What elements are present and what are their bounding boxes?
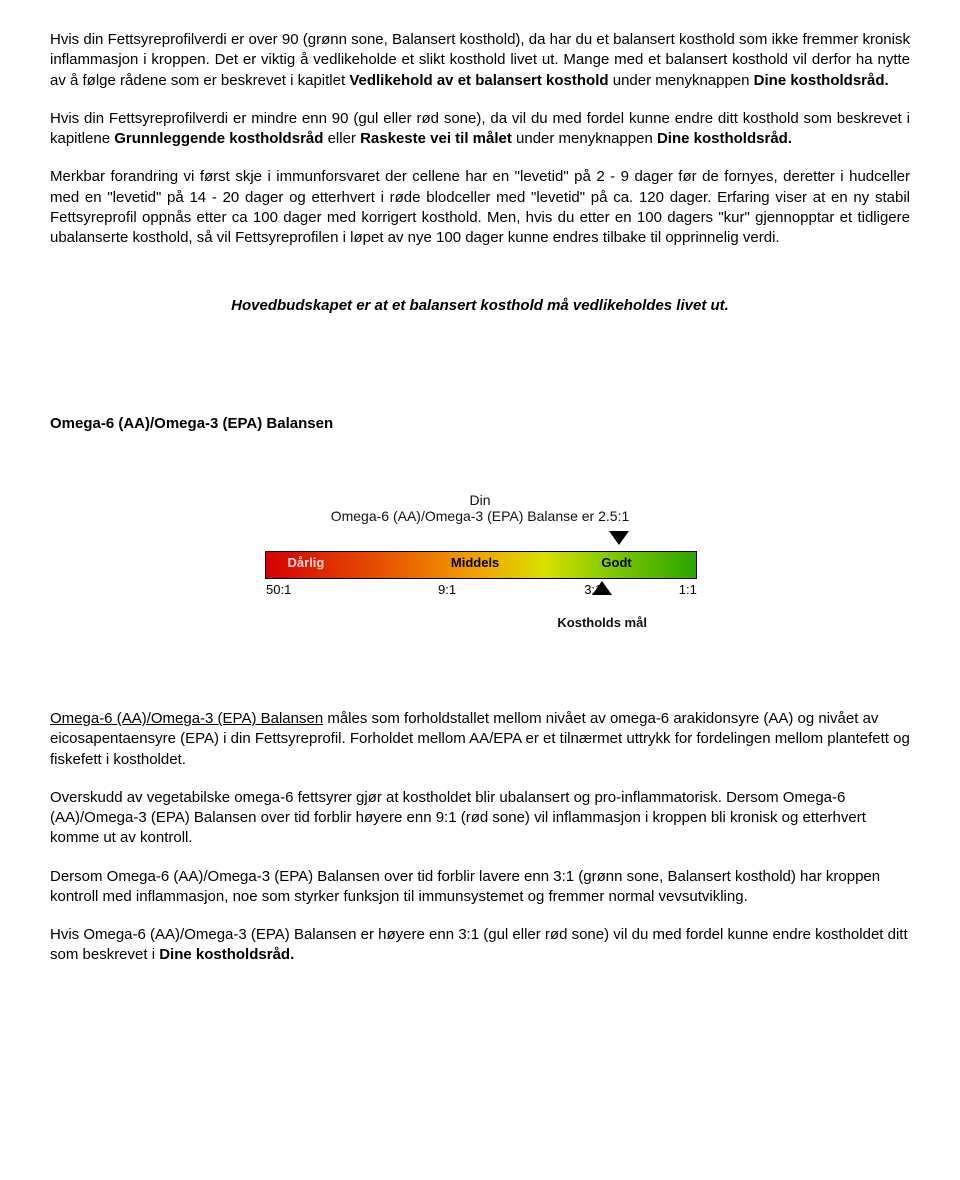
tick-0: 50:1	[266, 582, 291, 597]
section-heading-omega-balance: Omega-6 (AA)/Omega-3 (EPA) Balansen	[50, 415, 910, 432]
paragraph-3: Merkbar forandring vi først skje i immun…	[50, 167, 910, 248]
gradient-bar: Dårlig Middels Godt 50:1 9:1 3:1 1:1	[265, 551, 697, 579]
chart-title-line2: Omega-6 (AA)/Omega-3 (EPA) Balanse er 2.…	[331, 508, 630, 524]
paragraph-1: Hvis din Fettsyreprofilverdi er over 90 …	[50, 30, 910, 91]
chart-title: Din Omega-6 (AA)/Omega-3 (EPA) Balanse e…	[265, 492, 695, 526]
p2-bold-f: Dine kostholdsråd.	[657, 130, 792, 147]
zone-label-good: Godt	[601, 555, 631, 570]
omega-balance-chart: Din Omega-6 (AA)/Omega-3 (EPA) Balanse e…	[265, 492, 695, 640]
tick-1: 9:1	[438, 582, 456, 597]
chart-title-line1: Din	[469, 492, 490, 508]
paragraph-7: Hvis Omega-6 (AA)/Omega-3 (EPA) Balansen…	[50, 925, 910, 966]
headline: Hovedbudskapet er at et balansert kostho…	[50, 296, 910, 316]
p2-text-c: eller	[323, 130, 360, 147]
spacer	[50, 335, 910, 365]
p2-text-e: under menyknappen	[512, 130, 657, 147]
p7-bold-b: Dine kostholdsråd.	[159, 946, 294, 963]
spacer	[50, 266, 910, 296]
paragraph-6: Dersom Omega-6 (AA)/Omega-3 (EPA) Balans…	[50, 867, 910, 908]
paragraph-2: Hvis din Fettsyreprofilverdi er mindre e…	[50, 109, 910, 150]
p4-underline: Omega-6 (AA)/Omega-3 (EPA) Balansen	[50, 710, 323, 727]
goal-arrow-icon	[592, 581, 612, 595]
p1-bold-b: Vedlikehold av et balansert kosthold	[349, 72, 608, 89]
paragraph-5: Overskudd av vegetabilske omega-6 fettsy…	[50, 788, 910, 849]
zone-label-mid: Middels	[451, 555, 499, 570]
goal-arrow-row: Kostholds mål	[265, 599, 695, 639]
p1-text-c: under menyknappen	[609, 72, 754, 89]
goal-label: Kostholds mål	[557, 615, 647, 630]
zone-label-bad: Dårlig	[288, 555, 325, 570]
tick-3: 1:1	[679, 582, 697, 597]
p2-bold-b: Grunnleggende kostholdsråd	[114, 130, 323, 147]
paragraph-4: Omega-6 (AA)/Omega-3 (EPA) Balansen måle…	[50, 709, 910, 770]
user-value-arrow-icon	[609, 531, 629, 545]
document-page: Hvis din Fettsyreprofilverdi er over 90 …	[0, 0, 960, 1034]
p1-bold-d: Dine kostholdsråd.	[754, 72, 889, 89]
p2-bold-d: Raskeste vei til målet	[360, 130, 512, 147]
user-arrow-row	[265, 531, 695, 551]
